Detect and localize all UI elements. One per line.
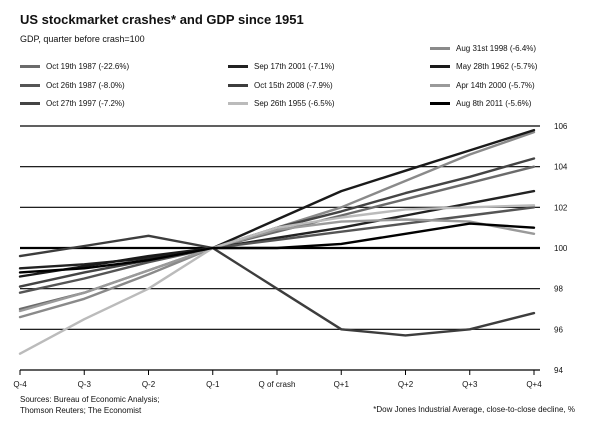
legend-label: Apr 14th 2000 (-5.7%) [456,81,535,90]
x-tick-label: Q of crash [259,380,296,389]
series-line [18,128,536,278]
x-tick-label: Q+4 [526,380,542,389]
chart-title: US stockmarket crashes* and GDP since 19… [20,12,304,27]
legend-swatch [430,84,450,87]
legend-label: Sep 26th 1955 (-6.5%) [254,99,335,108]
legend-item: Aug 31st 1998 (-6.4%) [430,44,536,53]
y-tick-label: 98 [554,285,563,294]
legend-label: Sep 17th 2001 (-7.1%) [254,62,335,71]
legend-swatch [430,102,450,105]
legend-label: Oct 19th 1987 (-22.6%) [46,62,130,71]
legend-swatch [228,65,248,68]
y-tick-label: 106 [554,122,568,131]
series-line [18,204,536,355]
x-tick-label: Q-1 [206,380,220,389]
y-tick-label: 104 [554,163,568,172]
x-tick-label: Q+3 [462,380,478,389]
y-tick-label: 102 [554,203,568,212]
legend-label: Oct 27th 1997 (-7.2%) [46,99,125,108]
x-tick-label: Q-3 [78,380,92,389]
legend-label: Aug 31st 1998 (-6.4%) [456,44,537,53]
legend-label: Oct 26th 1987 (-8.0%) [46,81,125,90]
legend-item: Sep 26th 1955 (-6.5%) [228,99,335,108]
series-line [18,234,536,337]
x-tick-label: Q-2 [142,380,156,389]
legend-item: Apr 14th 2000 (-5.7%) [430,81,535,90]
legend-item: Oct 26th 1987 (-8.0%) [20,81,125,90]
series-line [18,218,536,313]
legend-swatch [20,102,40,105]
series-line [18,222,536,274]
legend-item: Oct 19th 1987 (-22.6%) [20,62,129,71]
chart-subtitle: GDP, quarter before crash=100 [20,34,145,44]
legend-label: May 28th 1962 (-5.7%) [456,62,538,71]
x-tick-label: Q+2 [398,380,414,389]
x-tick-label: Q-4 [13,380,27,389]
y-tick-label: 96 [554,325,563,334]
legend-item: May 28th 1962 (-5.7%) [430,62,537,71]
legend-swatch [228,84,248,87]
legend-item: Aug 8th 2011 (-5.6%) [430,99,531,108]
y-tick-label: 100 [554,244,568,253]
source-line-1: Sources: Bureau of Economic Analysis; [20,395,160,404]
source-line-2: Thomson Reuters; The Economist [20,406,142,415]
footnote: *Dow Jones Industrial Average, close-to-… [373,405,575,414]
legend-label: Oct 15th 2008 (-7.9%) [254,81,333,90]
source-note: Sources: Bureau of Economic Analysis; Th… [20,394,160,416]
legend-swatch [20,65,40,68]
legend-swatch [430,47,450,50]
legend-item: Oct 15th 2008 (-7.9%) [228,81,333,90]
y-tick-label: 94 [554,366,563,375]
legend-swatch [228,102,248,105]
legend-label: Aug 8th 2011 (-5.6%) [456,99,532,108]
series-line [18,206,536,294]
legend-swatch [430,65,450,68]
legend-item: Oct 27th 1997 (-7.2%) [20,99,125,108]
legend-item: Sep 17th 2001 (-7.1%) [228,62,335,71]
legend-swatch [20,84,40,87]
x-tick-label: Q+1 [334,380,350,389]
